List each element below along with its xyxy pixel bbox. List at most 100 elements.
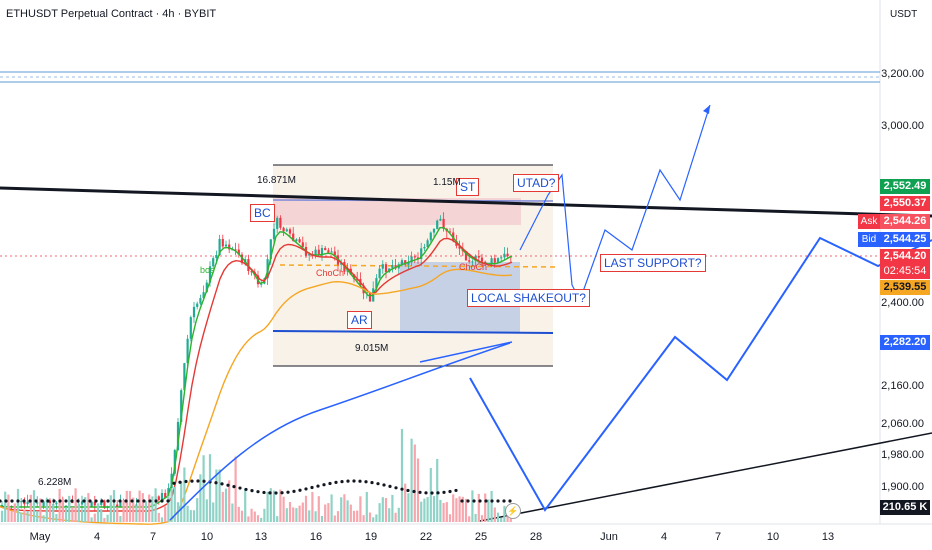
- volume-bar: [58, 488, 61, 522]
- volume-ma-dot: [370, 480, 374, 485]
- time-label: 4: [660, 531, 668, 543]
- volume-bar: [234, 456, 237, 522]
- candle-body: [183, 363, 186, 391]
- candle-body: [298, 239, 301, 243]
- volume-bar: [288, 502, 292, 522]
- volume-ma-dot: [322, 483, 326, 487]
- candle-body: [442, 218, 445, 229]
- volume-bar: [439, 499, 442, 522]
- candle-body: [202, 292, 205, 299]
- candle-body: [221, 238, 224, 247]
- volume-ma-dot: [154, 499, 158, 503]
- tag-blue: 2,282.20: [880, 335, 930, 350]
- volume-bar: [266, 491, 269, 522]
- candle-body: [237, 249, 240, 255]
- volume-bar: [87, 493, 90, 522]
- price-label-2400: 2,400.00: [881, 297, 924, 309]
- volume-bar: [295, 508, 298, 522]
- volume-bar: [461, 496, 464, 522]
- volume-bar: [372, 517, 375, 522]
- volume-bar: [144, 501, 148, 522]
- volume-bar: [189, 510, 192, 522]
- volume-ma-dot: [478, 499, 482, 503]
- volume-bar: [7, 494, 10, 522]
- volume-bar: [445, 502, 448, 522]
- projection-lower: [469, 236, 932, 512]
- candle-body: [157, 496, 160, 500]
- candle-body: [378, 268, 381, 279]
- volume-ma-dot: [88, 499, 92, 503]
- price-label-3200: 3,200.00: [881, 68, 924, 80]
- candle-body: [164, 493, 167, 499]
- volume-bar: [29, 494, 32, 522]
- volume-bar: [506, 513, 509, 522]
- candle-body: [327, 250, 330, 253]
- volume-bar: [125, 490, 128, 522]
- choch-label-2: ChoCh: [459, 262, 488, 272]
- tag-countdown: 02:45:54: [880, 264, 930, 279]
- candle-body: [288, 229, 292, 234]
- volume-ma-dot: [64, 499, 68, 503]
- volume-bar: [407, 493, 410, 522]
- candle-body: [186, 338, 189, 364]
- volume-ma-dot: [52, 499, 56, 503]
- candle-body: [320, 248, 324, 256]
- volume-ma-dot: [160, 499, 164, 503]
- time-label: 10: [200, 531, 214, 543]
- volume-bar: [304, 495, 308, 522]
- volume-profile-high: 16.871M: [257, 175, 296, 186]
- tag-volume: 210.65 K: [880, 500, 930, 515]
- tag-bid: 2,544.25: [880, 232, 930, 247]
- volume-bar: [196, 498, 199, 522]
- lightning-icon[interactable]: ⚡: [505, 503, 521, 519]
- volume-bar: [448, 514, 452, 522]
- volume-bar: [151, 496, 154, 522]
- candle-body: [295, 239, 298, 242]
- volume-bar: [71, 507, 74, 522]
- volume-ma-dot: [274, 491, 278, 495]
- volume-bar: [100, 509, 103, 522]
- volume-bar: [487, 499, 490, 522]
- volume-bar: [413, 444, 416, 522]
- volume-bar: [320, 515, 324, 522]
- volume-bar: [237, 506, 240, 522]
- volume-ma-dot: [496, 499, 500, 503]
- candle-body: [448, 231, 452, 233]
- volume-bar: [404, 483, 407, 522]
- candle-body: [506, 253, 509, 257]
- candle-body: [208, 266, 212, 283]
- price-label-3000: 3,000.00: [881, 120, 924, 132]
- volume-ma-dot: [334, 480, 338, 485]
- volume-ma-dot: [124, 499, 128, 503]
- volume-bar: [42, 515, 45, 522]
- candle-body: [301, 242, 304, 248]
- volume-ma-dot: [502, 499, 506, 503]
- volume-bar: [503, 505, 506, 522]
- volume-bar: [205, 499, 208, 522]
- volume-bar: [420, 501, 423, 522]
- volume-bar: [452, 494, 455, 522]
- candle-body: [471, 261, 474, 263]
- volume-ma-dot: [256, 490, 260, 494]
- volume-bar: [314, 511, 317, 522]
- volume-bar: [384, 498, 388, 522]
- candle-body: [250, 271, 253, 273]
- volume-ma-dot: [130, 499, 134, 503]
- volume-bar: [272, 490, 276, 522]
- volume-ma-dot: [400, 487, 404, 491]
- volume-ma-dot: [28, 499, 32, 503]
- volume-ma-dot: [286, 490, 290, 494]
- volume-bar: [423, 498, 426, 522]
- volume-ma-dot: [316, 484, 320, 488]
- time-label: May: [29, 531, 51, 543]
- volume-bar: [263, 508, 266, 522]
- volume-ma-dot: [442, 490, 446, 494]
- volume-bar: [74, 488, 77, 522]
- candle-body: [436, 220, 439, 229]
- volume-ma-dot: [394, 486, 398, 490]
- candle-body: [272, 228, 276, 240]
- volume-bar: [135, 505, 138, 522]
- volume-bar: [119, 515, 122, 522]
